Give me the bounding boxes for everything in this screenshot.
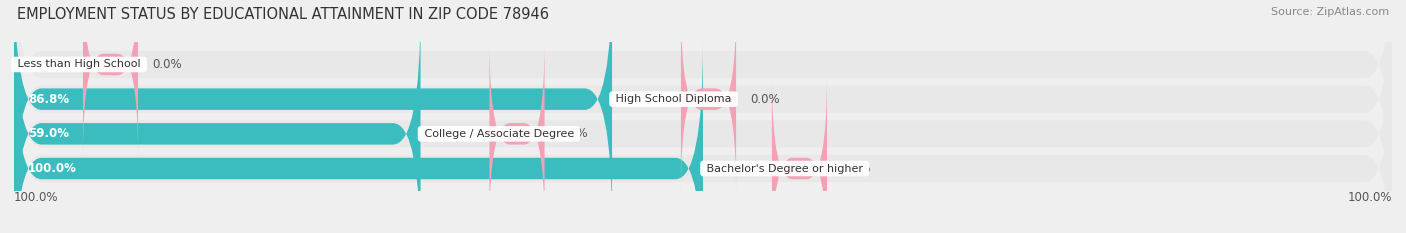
Text: 0.0%: 0.0% [558,127,588,140]
Text: High School Diploma: High School Diploma [612,94,735,104]
FancyBboxPatch shape [14,0,612,227]
FancyBboxPatch shape [772,75,827,233]
Text: 100.0%: 100.0% [1347,191,1392,204]
Text: 100.0%: 100.0% [14,191,59,204]
Text: 86.8%: 86.8% [28,93,69,106]
Text: 0.0%: 0.0% [152,58,181,71]
FancyBboxPatch shape [681,6,737,192]
Text: 59.0%: 59.0% [28,127,69,140]
Text: Source: ZipAtlas.com: Source: ZipAtlas.com [1271,7,1389,17]
FancyBboxPatch shape [83,0,138,158]
FancyBboxPatch shape [14,6,420,233]
FancyBboxPatch shape [14,0,1392,190]
FancyBboxPatch shape [14,0,1392,224]
Text: EMPLOYMENT STATUS BY EDUCATIONAL ATTAINMENT IN ZIP CODE 78946: EMPLOYMENT STATUS BY EDUCATIONAL ATTAINM… [17,7,548,22]
Text: College / Associate Degree: College / Associate Degree [420,129,578,139]
Text: Less than High School: Less than High School [14,59,145,69]
FancyBboxPatch shape [14,43,1392,233]
Text: 0.0%: 0.0% [749,93,779,106]
FancyBboxPatch shape [14,41,703,233]
Text: 0.0%: 0.0% [841,162,870,175]
FancyBboxPatch shape [489,41,544,227]
FancyBboxPatch shape [14,9,1392,233]
Text: Bachelor's Degree or higher: Bachelor's Degree or higher [703,164,866,174]
Text: 100.0%: 100.0% [28,162,77,175]
